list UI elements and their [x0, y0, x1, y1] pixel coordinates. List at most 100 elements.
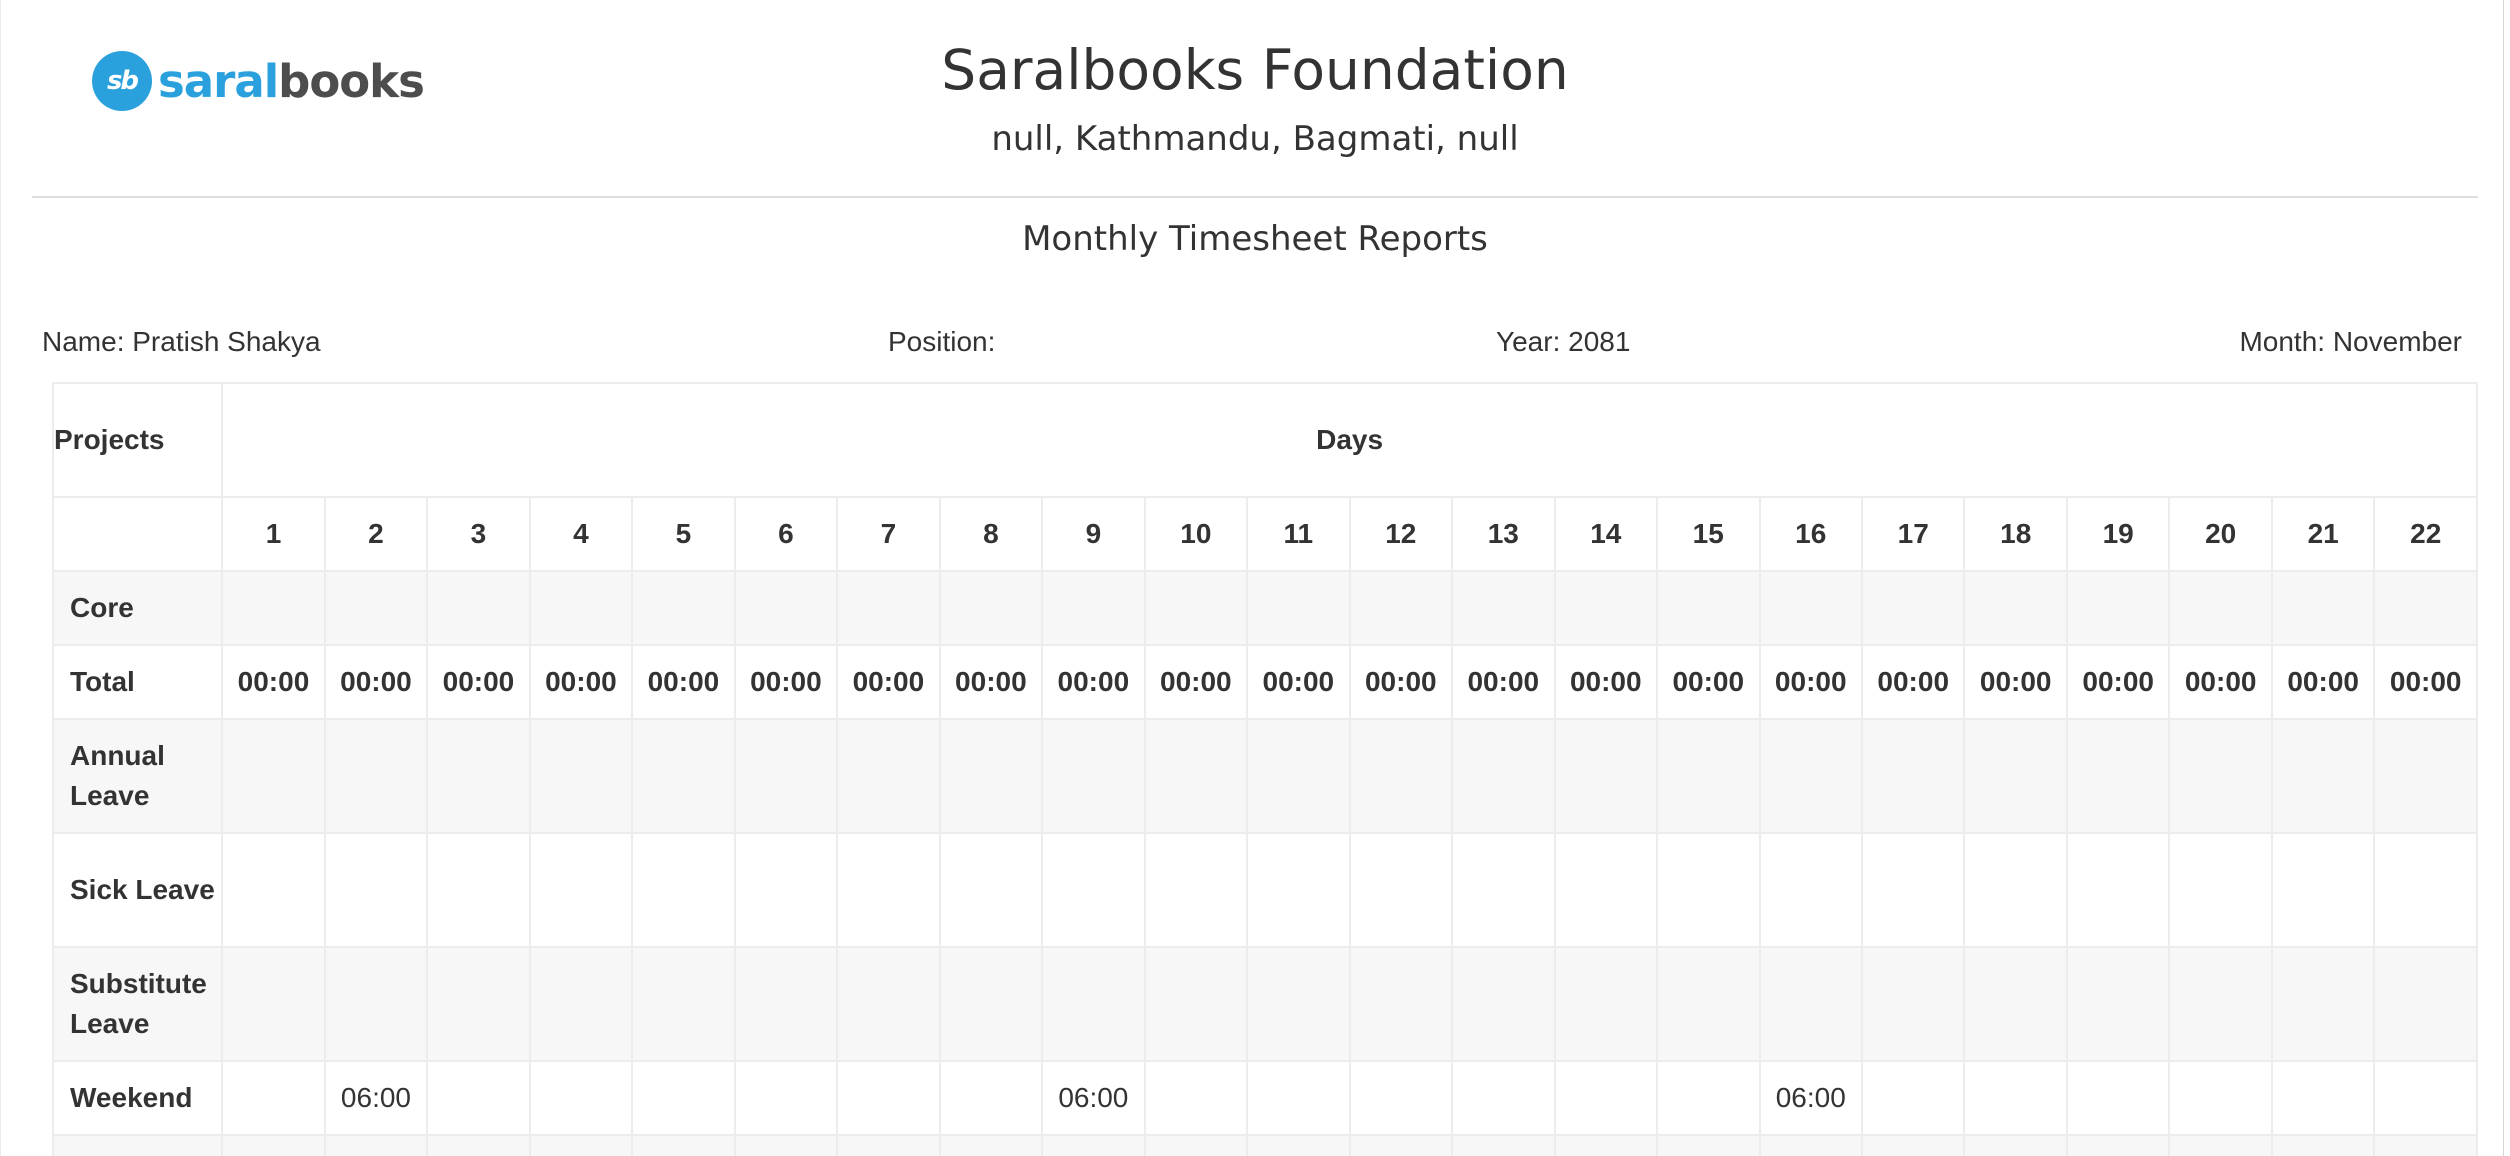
cell-core-day-18 [1963, 570, 2068, 646]
saralbooks-logo: sb saralbooks [92, 48, 425, 114]
cell-substitute-leave-day-5 [631, 946, 736, 1062]
cell-substitute-leave-day-17 [1860, 946, 1966, 1062]
cell-total-day-15: 00:00 [1656, 644, 1761, 720]
cell-total-day-10: 00:00 [1143, 644, 1249, 720]
report-year: Year: 2081 [1496, 326, 1631, 357]
cell-annual-leave-day-7 [836, 718, 941, 834]
row-label-core: Core [52, 570, 224, 646]
cell-annual-leave-day-22 [2373, 718, 2478, 834]
table-row-substitute-leave: Substitute Leave [52, 946, 2478, 1062]
cell-blank-day-5 [631, 1134, 736, 1156]
cell-sick-leave-day-7 [836, 832, 941, 948]
day-number-22: 22 [2373, 496, 2478, 572]
cell-sick-leave-day-18 [1963, 832, 2068, 948]
cell-weekend-day-9: 06:00 [1041, 1060, 1146, 1136]
cell-total-day-14: 00:00 [1553, 644, 1659, 720]
cell-blank-day-22 [2373, 1134, 2478, 1156]
cell-annual-leave-day-13 [1451, 718, 1556, 834]
cell-sick-leave-day-11 [1246, 832, 1351, 948]
cell-weekend-day-3 [426, 1060, 531, 1136]
cell-core-day-16 [1758, 570, 1863, 646]
cell-substitute-leave-day-8 [938, 946, 1044, 1062]
cell-blank-day-3 [426, 1134, 531, 1156]
day-number-19: 19 [2065, 496, 2171, 572]
timesheet-table: Projects Days 1 2 3 4 5 6 7 8 9 10 11 12 13 14 15 16 17 1… [52, 382, 2478, 1156]
cell-substitute-leave-day-9 [1041, 946, 1146, 1062]
cell-total-day-5: 00:00 [631, 644, 736, 720]
day-number-10: 10 [1143, 496, 1249, 572]
cell-weekend-day-17 [1860, 1060, 1966, 1136]
cell-weekend-day-11 [1246, 1060, 1351, 1136]
employee-meta: Name: Pratish Shakya Position: Year: 208… [42, 322, 2462, 362]
cell-annual-leave-day-18 [1963, 718, 2068, 834]
day-number-14: 14 [1553, 496, 1659, 572]
cell-weekend-day-14 [1553, 1060, 1659, 1136]
cell-sick-leave-day-19 [2065, 832, 2171, 948]
cell-blank-day-10 [1143, 1134, 1249, 1156]
cell-substitute-leave-day-12 [1348, 946, 1454, 1062]
cell-blank-day-11 [1246, 1134, 1351, 1156]
cell-substitute-leave-day-13 [1451, 946, 1556, 1062]
cell-weekend-day-10 [1143, 1060, 1249, 1136]
day-number-17: 17 [1860, 496, 1966, 572]
cell-annual-leave-day-21 [2270, 718, 2376, 834]
day-number-row: 1 2 3 4 5 6 7 8 9 10 11 12 13 14 15 16 17 18 19 20 21 22 [52, 496, 2478, 572]
cell-weekend-day-15 [1656, 1060, 1761, 1136]
cell-blank-day-13 [1451, 1134, 1556, 1156]
row-label-substitute-leave: Substitute Leave [52, 946, 224, 1062]
report-title: Monthly Timesheet Reports [1022, 219, 1488, 259]
cell-sick-leave-day-20 [2168, 832, 2273, 948]
organization-name: Saralbooks Foundation [941, 38, 1569, 102]
day-number-20: 20 [2168, 496, 2273, 572]
day-number-15: 15 [1656, 496, 1761, 572]
cell-sick-leave-day-2 [323, 832, 429, 948]
cell-substitute-leave-day-7 [836, 946, 941, 1062]
row-label-blank [52, 1134, 224, 1156]
cell-core-day-9 [1041, 570, 1146, 646]
cell-total-day-21: 00:00 [2270, 644, 2376, 720]
cell-core-day-17 [1860, 570, 1966, 646]
header-divider [32, 196, 2478, 198]
cell-total-day-11: 00:00 [1246, 644, 1351, 720]
cell-blank-day-18 [1963, 1134, 2068, 1156]
cell-sick-leave-day-3 [426, 832, 531, 948]
cell-weekend-day-6 [733, 1060, 839, 1136]
cell-total-day-1: 00:00 [221, 644, 326, 720]
logo-wordmark: saralbooks [158, 59, 425, 104]
cell-core-day-7 [836, 570, 941, 646]
cell-annual-leave-day-19 [2065, 718, 2171, 834]
cell-core-day-1 [221, 570, 326, 646]
cell-sick-leave-day-16 [1758, 832, 1863, 948]
cell-total-day-3: 00:00 [426, 644, 531, 720]
cell-sick-leave-day-13 [1451, 832, 1556, 948]
day-number-21: 21 [2270, 496, 2376, 572]
cell-annual-leave-day-8 [938, 718, 1044, 834]
cell-substitute-leave-day-1 [221, 946, 326, 1062]
cell-blank-day-21 [2270, 1134, 2376, 1156]
cell-blank-day-4 [528, 1134, 634, 1156]
logo-word-saral: saral [158, 54, 279, 108]
cell-blank-day-12 [1348, 1134, 1454, 1156]
cell-blank-day-1 [221, 1134, 326, 1156]
cell-blank-day-7 [836, 1134, 941, 1156]
cell-substitute-leave-day-22 [2373, 946, 2478, 1062]
cell-sick-leave-day-9 [1041, 832, 1146, 948]
cell-core-day-21 [2270, 570, 2376, 646]
cell-substitute-leave-day-11 [1246, 946, 1351, 1062]
table-row-annual-leave: Annual Leave [52, 718, 2478, 834]
cell-weekend-day-13 [1451, 1060, 1556, 1136]
cell-sick-leave-day-4 [528, 832, 634, 948]
cell-total-day-8: 00:00 [938, 644, 1044, 720]
table-row-weekend: Weekend 06:00 06:00 06:00 [52, 1060, 2478, 1136]
day-number-blank-cell [52, 496, 224, 572]
cell-core-day-8 [938, 570, 1044, 646]
cell-total-day-16: 00:00 [1758, 644, 1863, 720]
cell-core-day-22 [2373, 570, 2478, 646]
cell-blank-day-19 [2065, 1134, 2171, 1156]
day-number-6: 6 [733, 496, 839, 572]
logo-word-books: books [278, 54, 425, 108]
cell-sick-leave-day-1 [221, 832, 326, 948]
cell-core-day-13 [1451, 570, 1556, 646]
cell-annual-leave-day-20 [2168, 718, 2273, 834]
cell-substitute-leave-day-4 [528, 946, 634, 1062]
